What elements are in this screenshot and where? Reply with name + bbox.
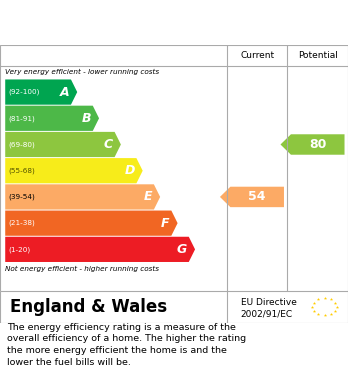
Text: Very energy efficient - lower running costs: Very energy efficient - lower running co… [5,69,159,75]
Text: (55-68): (55-68) [9,167,35,174]
Text: (81-91): (81-91) [9,115,35,122]
Text: Current: Current [240,51,274,60]
Polygon shape [220,187,284,207]
Text: Potential: Potential [298,51,338,60]
Text: 2002/91/EC: 2002/91/EC [241,309,293,318]
Text: England & Wales: England & Wales [10,298,168,316]
Text: EU Directive: EU Directive [241,298,297,307]
Text: 80: 80 [309,138,326,151]
Polygon shape [5,106,99,131]
Polygon shape [5,184,160,210]
Polygon shape [5,210,177,236]
Text: (21-38): (21-38) [9,220,35,226]
Text: (39-54): (39-54) [9,194,35,200]
Text: C: C [104,138,113,151]
Text: D: D [124,164,135,177]
Polygon shape [280,134,345,155]
Text: (1-20): (1-20) [9,246,31,253]
Text: The energy efficiency rating is a measure of the
overall efficiency of a home. T: The energy efficiency rating is a measur… [7,323,246,367]
Text: 54: 54 [248,190,266,203]
Polygon shape [5,79,77,105]
Text: Energy Efficiency Rating: Energy Efficiency Rating [10,17,232,32]
Text: Not energy efficient - higher running costs: Not energy efficient - higher running co… [5,266,159,272]
Text: E: E [144,190,152,203]
Text: F: F [161,217,169,230]
Text: (69-80): (69-80) [9,141,35,148]
Text: B: B [81,112,91,125]
Text: G: G [177,243,187,256]
Text: A: A [60,86,69,99]
Text: (92-100): (92-100) [9,89,40,95]
Polygon shape [5,132,121,157]
Polygon shape [5,158,143,183]
Polygon shape [5,237,195,262]
